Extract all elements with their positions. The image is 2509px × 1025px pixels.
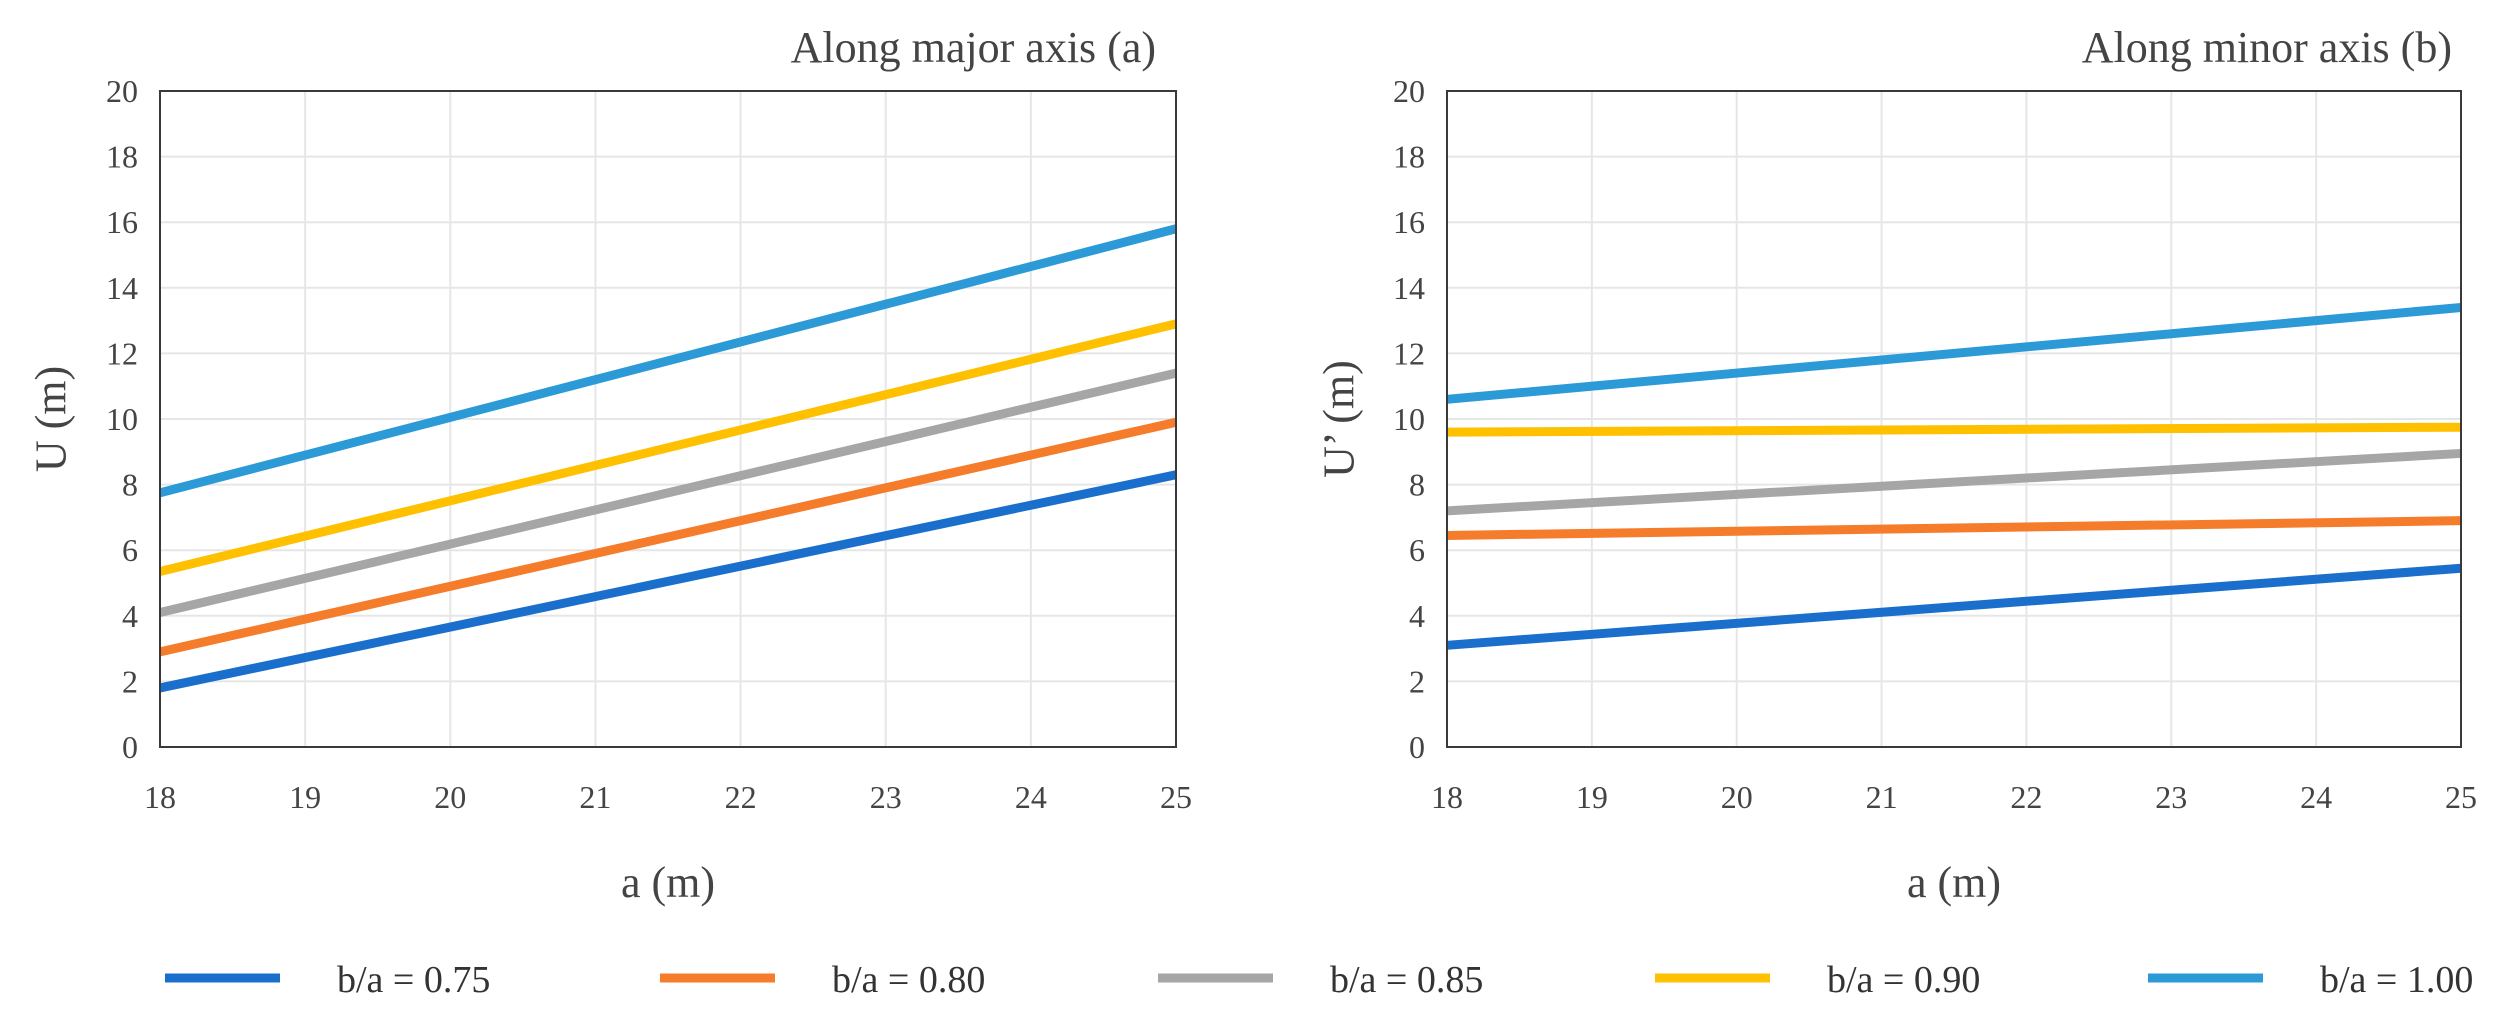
x-tick-label: 21 (1866, 779, 1898, 815)
series-line-090 (158, 319, 1178, 576)
chart-title: Along major axis (a) (791, 23, 1156, 72)
legend-label: b/a = 0.75 (337, 959, 490, 1001)
y-tick-label: 2 (122, 663, 138, 699)
y-tick-label: 12 (1393, 335, 1425, 371)
series-line-085 (158, 368, 1178, 617)
y-tick-label: 20 (1393, 73, 1425, 109)
x-axis-label: a (m) (621, 858, 715, 907)
y-tick-label: 6 (1409, 532, 1425, 568)
x-tick-label: 21 (579, 779, 611, 815)
y-tick-label: 6 (122, 532, 138, 568)
y-tick-label: 0 (1409, 729, 1425, 765)
x-tick-label: 19 (1576, 779, 1608, 815)
x-tick-label: 19 (289, 779, 321, 815)
legend-label: b/a = 0.80 (832, 959, 985, 1001)
y-tick-label: 4 (1409, 598, 1425, 634)
series-line-100 (1446, 302, 2462, 404)
series-line-075 (159, 470, 1177, 693)
legend-label: b/a = 0.85 (1330, 959, 1483, 1001)
x-tick-label: 22 (725, 779, 757, 815)
x-tick-label: 18 (1431, 779, 1463, 815)
x-axis-label: a (m) (1907, 858, 2001, 907)
x-tick-label: 25 (1160, 779, 1192, 815)
x-tick-label: 24 (2300, 779, 2332, 815)
plot-border (159, 90, 1177, 748)
series-line-075 (1446, 563, 2462, 650)
y-tick-label: 0 (122, 729, 138, 765)
series-line-090 (1446, 422, 2462, 437)
legend-label: b/a = 0.90 (1827, 959, 1980, 1001)
series-line-085 (1446, 448, 2462, 516)
y-axis-label: U (m) (26, 366, 75, 472)
y-tick-label: 10 (1393, 401, 1425, 437)
x-tick-label: 23 (870, 779, 902, 815)
y-tick-label: 16 (1393, 204, 1425, 240)
y-tick-label: 16 (106, 204, 138, 240)
y-tick-label: 14 (1393, 270, 1425, 306)
x-tick-label: 22 (2010, 779, 2042, 815)
series-line-080 (159, 417, 1177, 657)
x-tick-label: 25 (2445, 779, 2477, 815)
y-tick-label: 14 (106, 270, 138, 306)
x-tick-label: 18 (144, 779, 176, 815)
y-tick-label: 8 (122, 467, 138, 503)
y-tick-label: 12 (106, 335, 138, 371)
series-line-080 (1446, 516, 2462, 540)
y-axis-label: U’ (m) (1314, 360, 1363, 478)
x-tick-label: 24 (1015, 779, 1047, 815)
chart-title: Along minor axis (b) (2082, 23, 2452, 72)
plot-border (1446, 90, 2462, 748)
y-tick-label: 18 (106, 139, 138, 175)
x-tick-label: 20 (434, 779, 466, 815)
x-tick-label: 23 (2155, 779, 2187, 815)
legend-label: b/a = 1.00 (2320, 959, 2473, 1001)
series-line-100 (158, 224, 1178, 498)
y-tick-label: 18 (1393, 139, 1425, 175)
legend: b/a = 0.75 b/a = 0.80 b/a = 0.85 b/a = 0.90… (165, 959, 2473, 1001)
y-tick-label: 4 (122, 598, 138, 634)
x-tick-label: 20 (1721, 779, 1753, 815)
y-tick-label: 8 (1409, 467, 1425, 503)
y-tick-label: 20 (106, 73, 138, 109)
y-tick-label: 10 (106, 401, 138, 437)
y-tick-label: 2 (1409, 663, 1425, 699)
